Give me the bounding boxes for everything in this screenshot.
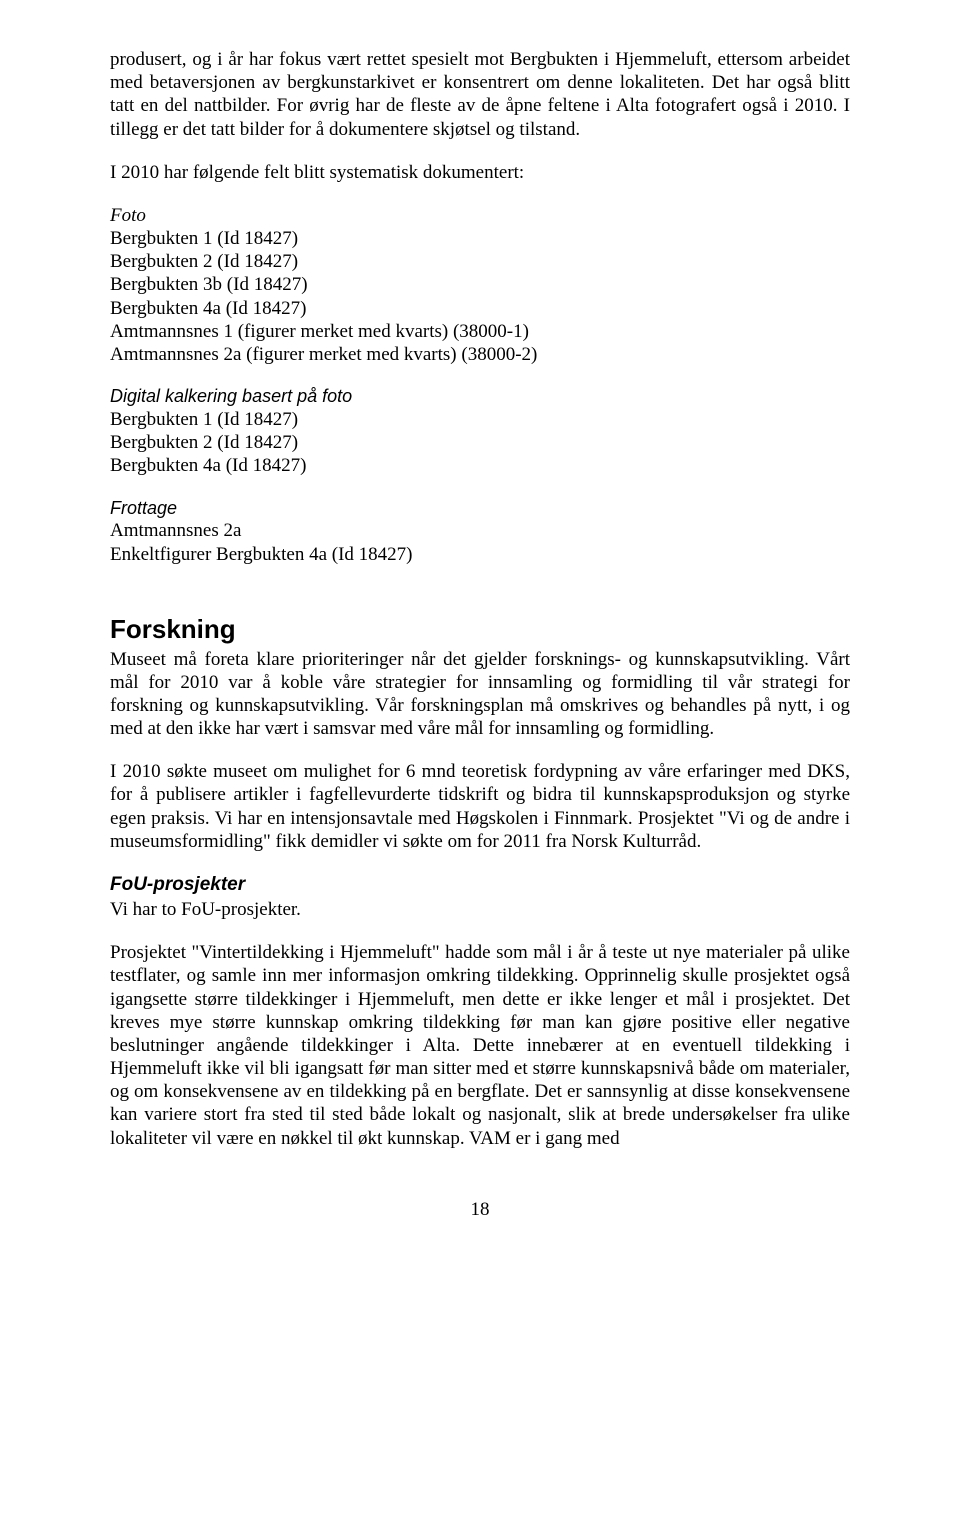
forskning-paragraph-2: I 2010 søkte museet om mulighet for 6 mn… [110,760,850,853]
digital-label: Digital kalkering basert på foto [110,386,850,408]
frottage-item: Amtmannsnes 2a [110,519,850,542]
digital-item: Bergbukten 1 (Id 18427) [110,408,850,431]
frottage-item: Enkeltfigurer Bergbukten 4a (Id 18427) [110,543,850,566]
foto-item: Amtmannsnes 1 (figurer merket med kvarts… [110,320,850,343]
page-number: 18 [110,1198,850,1221]
foto-item: Bergbukten 3b (Id 18427) [110,273,850,296]
document-page: produsert, og i år har fokus vært rettet… [0,0,960,1537]
digital-item: Bergbukten 2 (Id 18427) [110,431,850,454]
foto-item: Bergbukten 4a (Id 18427) [110,297,850,320]
paragraph-intro-1: produsert, og i år har fokus vært rettet… [110,48,850,141]
frottage-label: Frottage [110,498,850,520]
spacer [110,478,850,498]
fou-heading: FoU-prosjekter [110,873,850,896]
foto-item: Amtmannsnes 2a (figurer merket med kvart… [110,343,850,366]
fou-paragraph-2: Prosjektet "Vintertildekking i Hjemmeluf… [110,941,850,1150]
foto-item: Bergbukten 1 (Id 18427) [110,227,850,250]
digital-item: Bergbukten 4a (Id 18427) [110,454,850,477]
spacer [110,366,850,386]
fou-paragraph-1: Vi har to FoU-prosjekter. [110,898,850,921]
forskning-heading: Forskning [110,614,850,646]
foto-item: Bergbukten 2 (Id 18427) [110,250,850,273]
forskning-paragraph-1: Museet må foreta klare prioriteringer nå… [110,648,850,741]
paragraph-intro-2: I 2010 har følgende felt blitt systemati… [110,161,850,184]
foto-label: Foto [110,204,850,227]
spacer [110,566,850,586]
